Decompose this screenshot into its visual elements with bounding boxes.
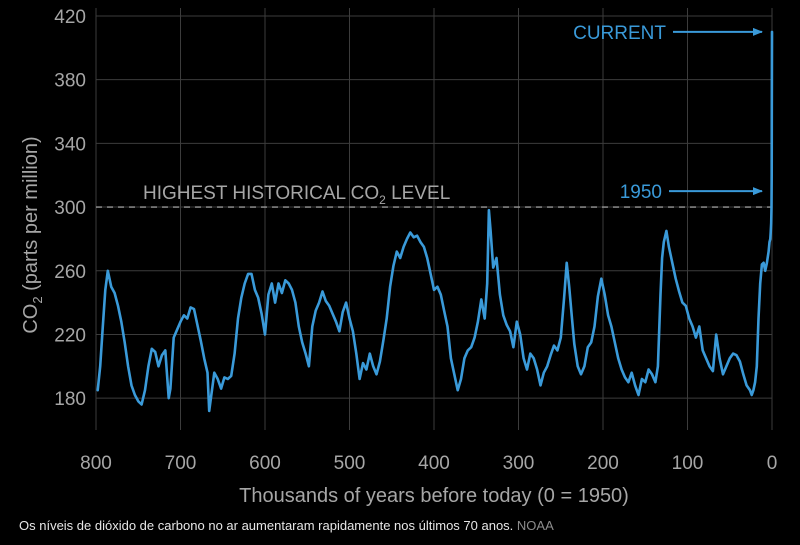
x-axis-label: Thousands of years before today (0 = 195… — [239, 485, 629, 507]
y-tick-label: 420 — [54, 7, 86, 28]
figure-caption: Os níveis de dióxido de carbono no ar au… — [19, 518, 554, 533]
x-tick-label: 500 — [334, 453, 366, 474]
x-tick-label: 800 — [80, 453, 112, 474]
caption-source: NOAA — [516, 518, 554, 533]
x-tick-label: 300 — [503, 453, 535, 474]
x-tick-label: 600 — [249, 453, 281, 474]
axes: 800 700 600 500 400 300 200 100 0 180 220 260 300 340… — [20, 7, 777, 507]
grid — [95, 8, 773, 430]
x-tick-label: 700 — [165, 453, 197, 474]
reference-line-label: HIGHEST HISTORICAL CO2 LEVEL — [143, 183, 450, 207]
y-tick-label: 260 — [54, 262, 86, 283]
reference-line-group: HIGHEST HISTORICAL CO2 LEVEL — [96, 183, 772, 208]
caption-text: Os níveis de dióxido de carbono no ar au… — [19, 518, 514, 533]
co2-series-line — [96, 30, 774, 413]
x-tick-label: 200 — [587, 453, 619, 474]
x-tick-label: 400 — [418, 453, 450, 474]
series-group — [96, 30, 774, 413]
y-tick-label: 220 — [54, 325, 86, 346]
y-tick-label: 300 — [54, 198, 86, 219]
x-tick-label: 0 — [767, 453, 778, 474]
x-tick-label: 100 — [672, 453, 704, 474]
annotations: CURRENT 1950 — [573, 23, 763, 203]
y-axis-label: CO2 (parts per million) — [20, 136, 45, 333]
y-tick-label: 380 — [54, 71, 86, 92]
y-tick-label: 340 — [54, 134, 86, 155]
annotation-label: CURRENT — [573, 23, 666, 44]
annotation-label: 1950 — [620, 182, 662, 203]
y-tick-label: 180 — [54, 389, 86, 410]
